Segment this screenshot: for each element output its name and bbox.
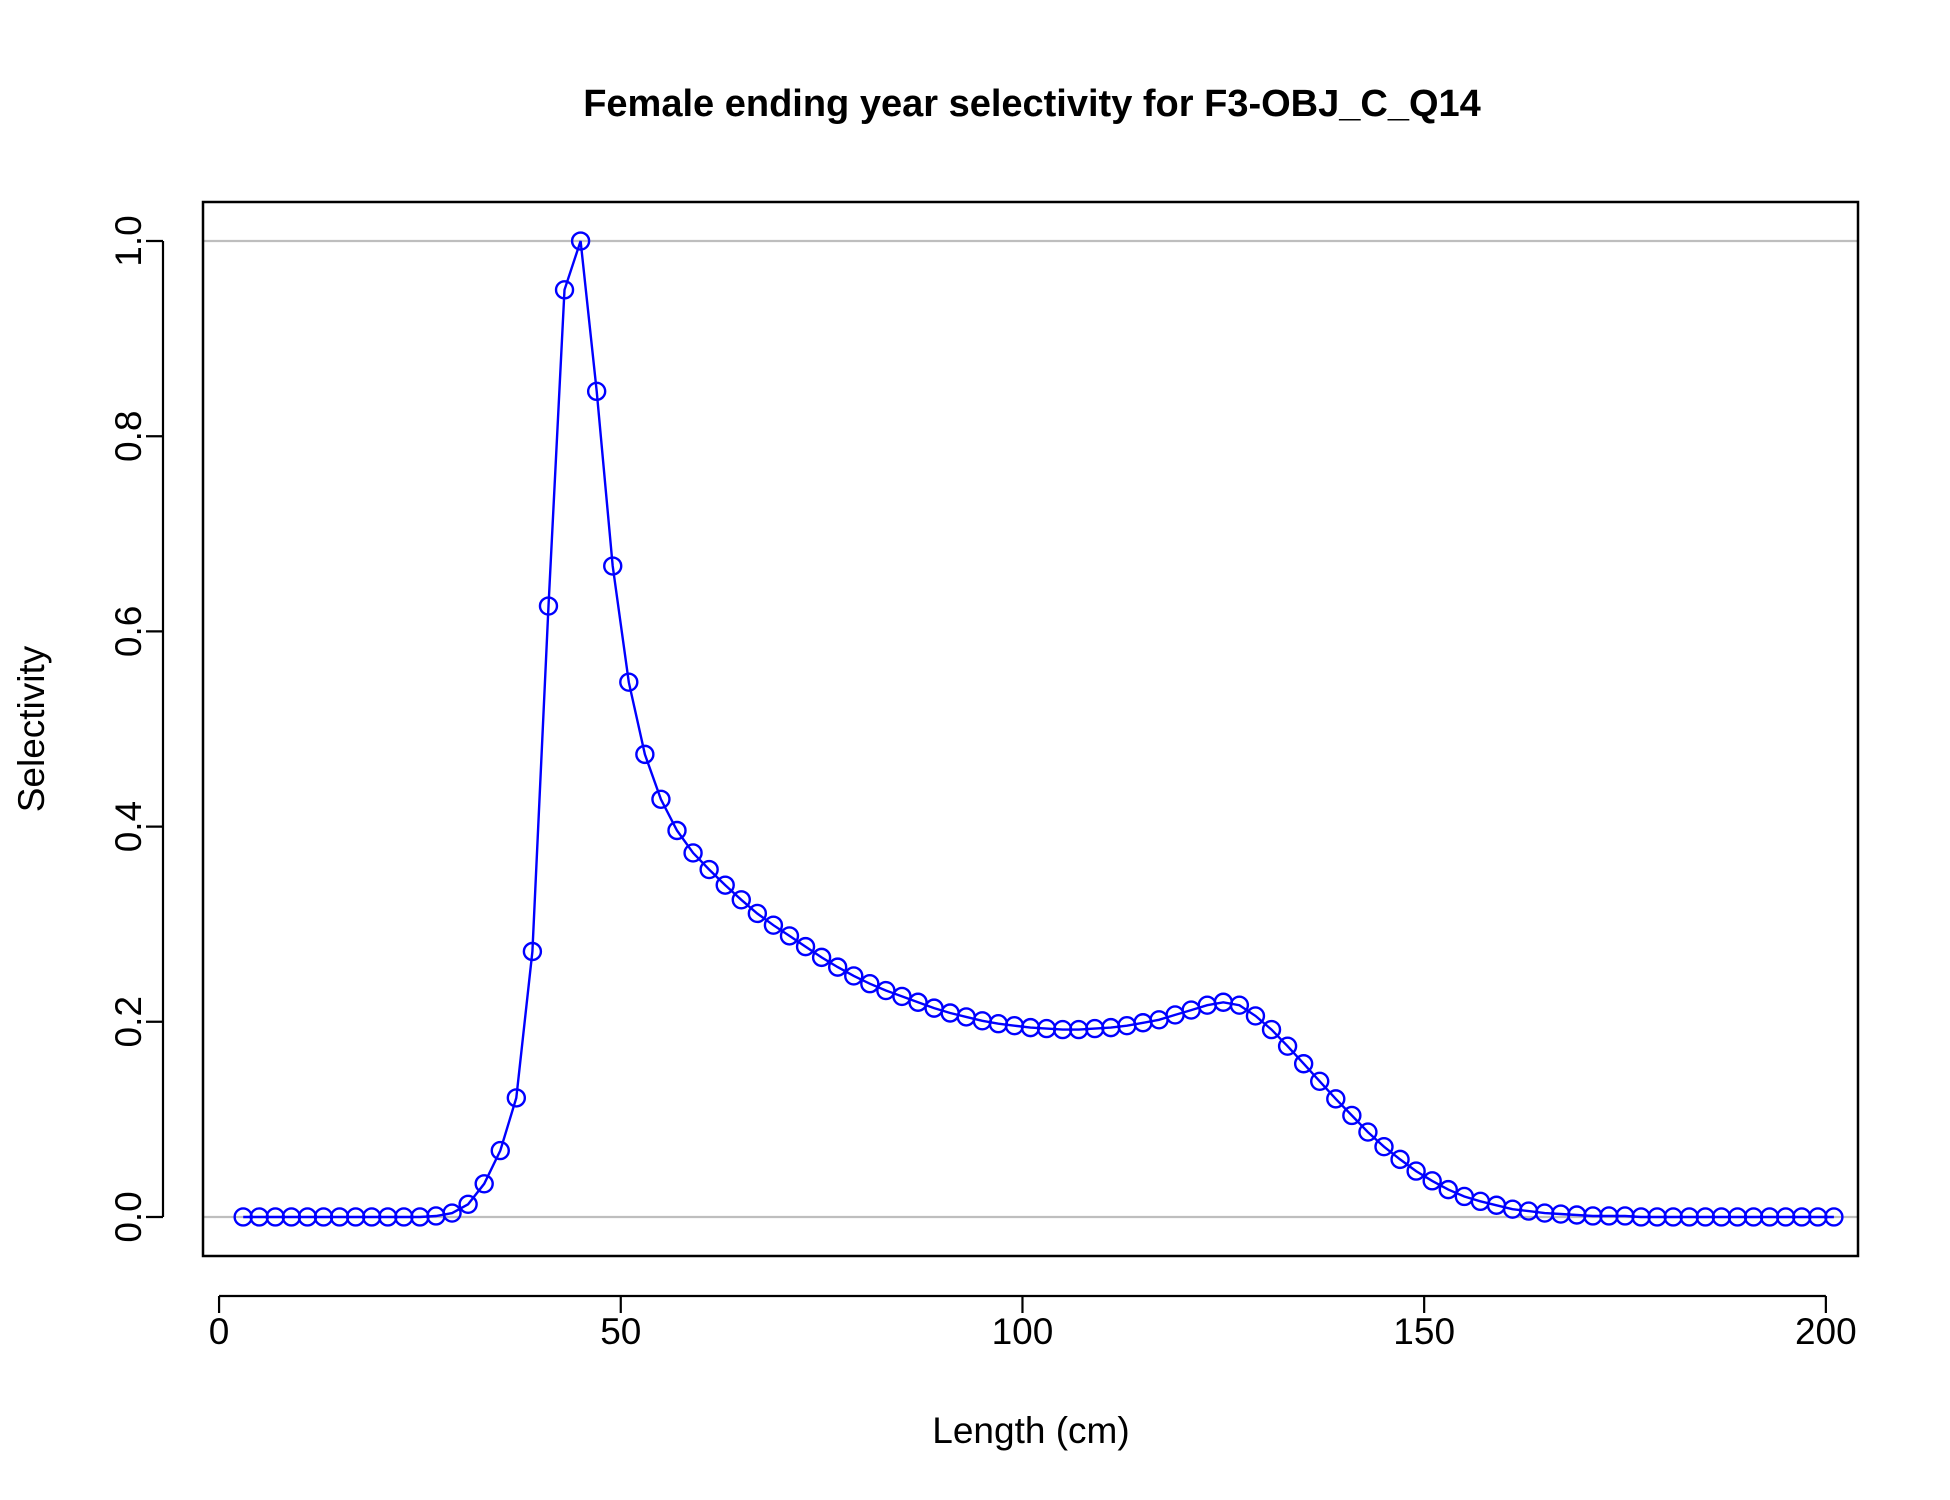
x-tick-label: 50 [600, 1311, 641, 1352]
data-point [474, 1174, 494, 1194]
data-point [1310, 1071, 1330, 1092]
y-tick-label: 0.6 [108, 606, 149, 657]
data-point [1245, 1006, 1266, 1026]
data-point [619, 672, 639, 692]
data-point [1374, 1136, 1394, 1157]
data-point [827, 957, 848, 977]
data-point [458, 1194, 478, 1214]
x-axis-label: Length (cm) [932, 1410, 1129, 1451]
data-point [747, 903, 768, 924]
plot-frame [201, 200, 1860, 1258]
reference-lines [203, 239, 1858, 1219]
data-point [570, 231, 591, 251]
series-layer [233, 231, 1844, 1227]
data-point [1277, 1036, 1298, 1056]
data-point [844, 966, 864, 986]
data-point [506, 1088, 527, 1108]
y-axis: 0.0 0.2 0.4 0.6 0.8 1.0 [108, 215, 165, 1243]
data-point [490, 1140, 510, 1161]
data-point [1261, 1019, 1282, 1040]
data-point [683, 843, 703, 863]
y-tick-label: 0.2 [108, 996, 149, 1047]
x-axis: 0 50 100 150 200 [209, 1294, 1857, 1352]
data-point [1390, 1149, 1410, 1170]
data-point [603, 556, 623, 576]
x-tick-label: 150 [1393, 1311, 1455, 1352]
x-tick-label: 200 [1795, 1311, 1857, 1352]
data-point [715, 875, 735, 895]
data-point [731, 890, 751, 910]
data-point [635, 744, 655, 765]
data-point [795, 936, 816, 957]
data-point [1342, 1105, 1362, 1126]
chart-title: Female ending year selectivity for F3-OB… [583, 83, 1481, 125]
data-point [1358, 1122, 1378, 1142]
data-point [811, 947, 832, 968]
data-point [1824, 1207, 1844, 1227]
y-tick-label: 0.0 [108, 1191, 149, 1242]
data-point [1293, 1054, 1314, 1074]
data-point [699, 859, 719, 880]
data-point [651, 789, 671, 809]
data-point [1438, 1179, 1458, 1200]
data-point [763, 915, 784, 935]
y-tick-label: 0.4 [108, 801, 149, 852]
series-line [243, 240, 1834, 1219]
y-tick-label: 0.8 [108, 411, 149, 462]
data-point [586, 381, 607, 402]
y-tick-label: 1.0 [108, 215, 149, 266]
data-point [667, 820, 687, 841]
data-point [1422, 1171, 1442, 1191]
data-point [779, 926, 800, 946]
data-point [522, 941, 543, 962]
data-point [554, 280, 575, 300]
data-point [1406, 1161, 1426, 1181]
data-point [442, 1203, 462, 1223]
data-point [1229, 995, 1250, 1015]
data-point [538, 596, 559, 616]
data-point [860, 974, 880, 994]
x-tick-label: 0 [209, 1311, 230, 1352]
data-point [1326, 1089, 1346, 1109]
y-axis-label: Selectivity [11, 645, 52, 812]
x-tick-label: 100 [992, 1311, 1054, 1352]
